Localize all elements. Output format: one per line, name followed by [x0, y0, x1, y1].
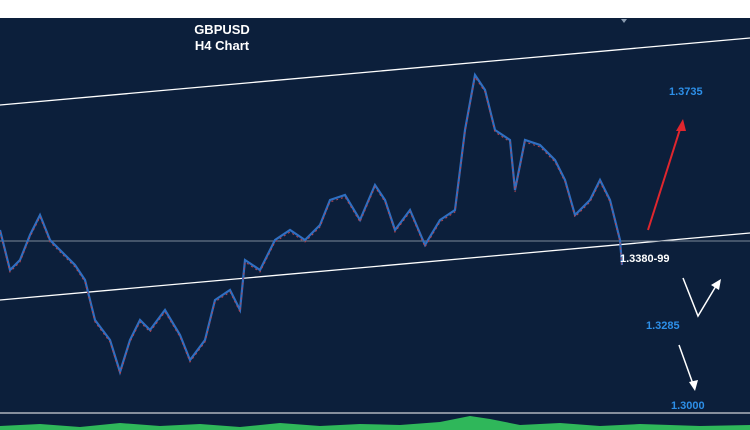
bounce-arrow [682, 277, 717, 318]
chart-title: GBPUSD [194, 22, 250, 37]
bounce-arrow-head [711, 279, 721, 290]
scroll-marker [621, 19, 627, 23]
level-label: 1.3380-99 [620, 253, 670, 265]
level-label: 1.3735 [669, 86, 703, 98]
price-candles-bearish [0, 75, 623, 376]
chart-subtitle: H4 Chart [195, 38, 250, 53]
price-candles [0, 72, 624, 376]
indicator-histogram [0, 416, 750, 430]
level-label: 1.3285 [646, 320, 680, 332]
chart-background [0, 18, 750, 430]
down-arrow [678, 344, 694, 385]
up-arrow-head [676, 119, 686, 131]
lower-channel-line [0, 232, 750, 301]
upper-channel-line [0, 37, 750, 106]
up-arrow [647, 125, 682, 231]
level-label: 1.3000 [671, 400, 705, 412]
down-arrow-head [689, 380, 698, 391]
top-bar [0, 0, 750, 18]
